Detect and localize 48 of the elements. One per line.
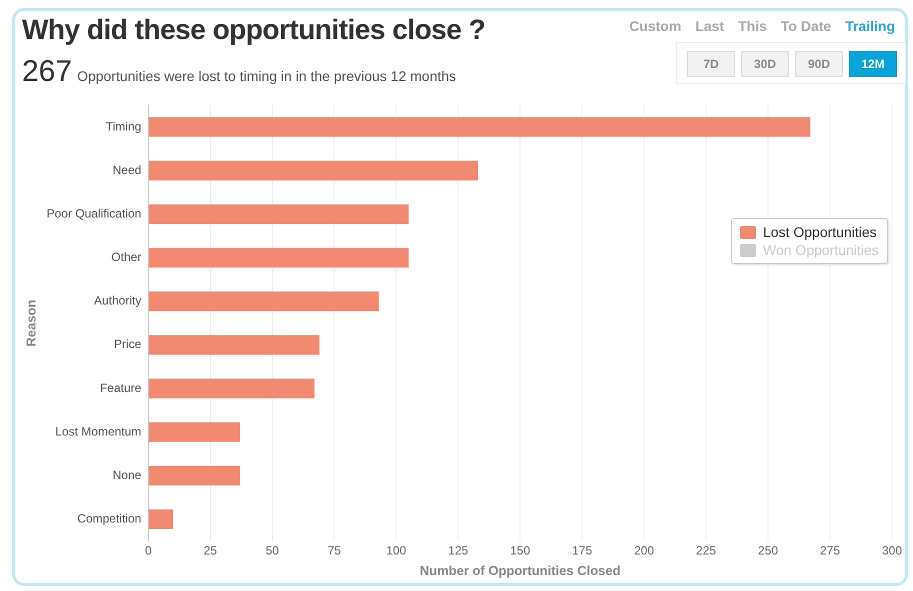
chart-subtitle: Opportunities were lost to timing in in the previous 12 months [77,68,456,84]
x-tick-label: 125 [448,544,469,558]
x-tick-label: 50 [266,544,280,558]
text: This [738,18,767,34]
y-tick-label: Lost Momentum [55,424,142,438]
x-tick-label: 100 [386,544,407,558]
x-tick-label: 225 [696,544,716,558]
x-tick-label: 300 [882,544,902,558]
bar [148,248,409,268]
bar [148,422,240,442]
text: To Date [780,18,832,34]
text: 90D [795,51,843,77]
legend-label: Lost Opportunities [762,223,878,241]
x-tick-label: 275 [820,544,840,558]
x-tick-label: 25 [204,544,218,558]
y-tick-label: Timing [106,119,142,134]
text: Custom [629,18,682,34]
bar [148,466,240,486]
y-tick-label: Poor Qualification [46,206,142,220]
y-tick-label: Competition [77,512,142,526]
y-axis-title: Reason [23,300,38,347]
bar [148,509,174,530]
x-tick-label: 0 [144,544,152,558]
x-tick-label: 250 [758,544,778,558]
y-tick-label: Price [114,337,142,352]
x-tick-label: 150 [510,544,530,558]
y-tick-label: None [112,468,142,482]
text: 30D [741,51,789,77]
bar [148,117,810,137]
text: Trailing [845,18,895,34]
text: Last [695,18,724,34]
y-tick-label: Other [111,250,142,264]
text: 267 [22,55,72,88]
x-tick-label: 200 [634,544,654,558]
x-tick-label: 175 [572,544,592,558]
x-axis-title: Number of Opportunities Closed [420,562,621,578]
bar [148,204,409,224]
y-tick-label: Need [112,162,142,177]
bar [148,292,379,312]
x-tick-label: 75 [328,544,342,558]
y-tick-label: Feature [100,380,142,395]
y-tick-label: Authority [94,294,142,308]
text: 12M [849,51,897,77]
chart-title: Why did these opportunities close ? [22,14,486,46]
bar [148,160,478,180]
text: 7D [687,51,735,77]
bar [148,378,314,398]
bar [148,335,320,355]
